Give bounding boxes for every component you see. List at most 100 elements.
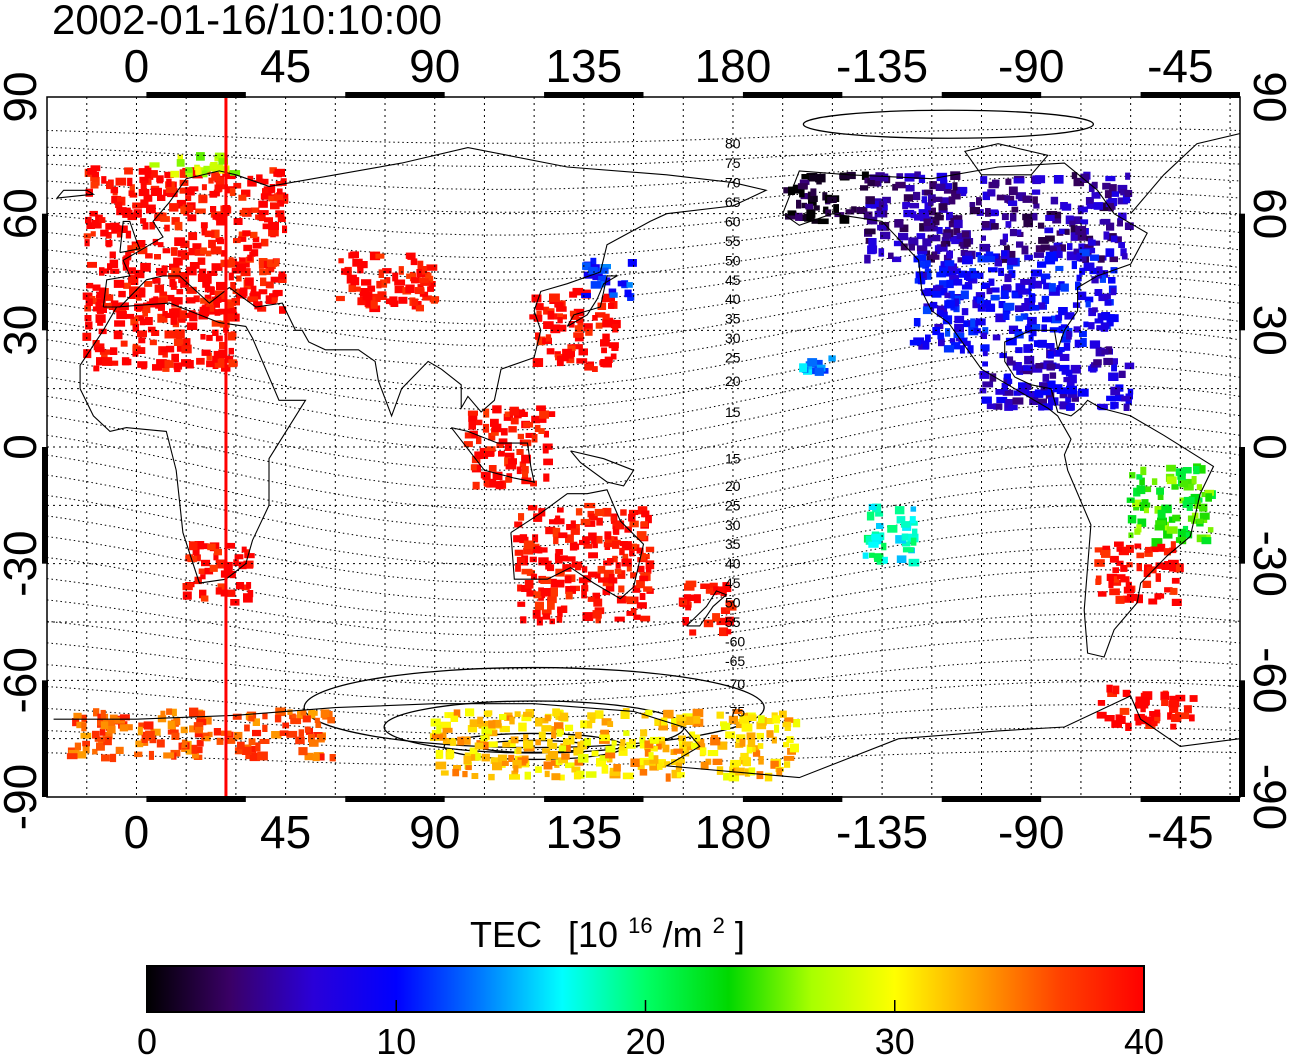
tec-point — [548, 594, 557, 604]
tec-point — [979, 243, 991, 252]
tec-point — [1009, 229, 1017, 237]
tec-point — [112, 306, 120, 313]
tec-point — [943, 345, 955, 353]
tec-point — [440, 770, 449, 776]
tec-point — [467, 725, 478, 733]
tec-point — [982, 381, 994, 388]
contour-label: 75 — [725, 155, 741, 171]
tec-point — [1125, 722, 1132, 731]
tec-point — [1120, 248, 1127, 257]
tec-point — [95, 314, 106, 323]
tec-point — [232, 288, 240, 294]
tec-point — [953, 226, 961, 235]
tec-point — [139, 319, 146, 326]
tec-point — [472, 481, 480, 490]
tec-point — [505, 477, 512, 483]
tec-point — [685, 580, 697, 588]
tec-point — [86, 222, 95, 229]
tec-point — [605, 745, 616, 753]
tec-point — [1139, 477, 1145, 485]
tec-point — [605, 583, 615, 592]
tec-point — [784, 717, 794, 723]
tec-point — [796, 199, 802, 209]
bottom-lon-label: 0 — [124, 806, 150, 858]
tec-point — [452, 768, 460, 777]
tec-point — [1093, 202, 1104, 210]
tec-point — [462, 771, 468, 778]
tec-point — [1068, 374, 1077, 384]
tec-point — [649, 755, 659, 764]
tec-point — [585, 720, 593, 729]
tec-point — [362, 291, 373, 301]
tec-point — [693, 715, 701, 724]
tec-point — [1001, 213, 1009, 221]
tec-point — [888, 252, 894, 259]
tec-point — [739, 738, 746, 747]
tec-point — [320, 709, 330, 718]
tec-point — [1045, 235, 1055, 242]
tec-point — [950, 268, 961, 274]
tec-point — [979, 387, 987, 394]
tec-point — [229, 170, 241, 176]
tec-point — [1177, 472, 1186, 480]
tec-point — [657, 762, 663, 770]
colorbar: TEC [10 16 /m 2 ] 0 10 20 30 40 — [137, 913, 1164, 1057]
tec-point — [110, 222, 120, 229]
tec-point — [1170, 541, 1176, 550]
tec-point — [1003, 374, 1011, 380]
tec-point — [1196, 518, 1203, 524]
tec-point — [192, 751, 199, 759]
top-lon-label: -90 — [998, 40, 1064, 92]
tec-point — [1116, 546, 1123, 552]
tec-point — [1043, 388, 1051, 396]
tec-point — [945, 328, 951, 337]
tec-point — [102, 731, 113, 740]
tec-point — [265, 295, 277, 304]
tec-point — [863, 211, 873, 220]
tec-point — [1108, 580, 1114, 588]
tec-point — [447, 750, 455, 759]
tec-point — [187, 556, 197, 563]
tec-point — [1127, 515, 1137, 524]
tec-point — [218, 349, 226, 359]
tec-point — [1097, 591, 1107, 597]
tec-point — [482, 472, 491, 480]
tec-point — [85, 216, 92, 224]
tec-point — [1151, 478, 1158, 485]
tec-point — [1079, 249, 1090, 257]
tec-point — [180, 726, 188, 734]
tec-point — [1084, 296, 1094, 303]
tec-point — [1113, 576, 1120, 583]
tec-point — [200, 222, 208, 229]
tec-point — [575, 508, 583, 516]
tec-point — [170, 315, 178, 325]
tec-point — [199, 589, 207, 599]
tec-point — [514, 521, 523, 528]
tec-point — [1124, 222, 1134, 230]
tec-point — [1030, 212, 1038, 221]
tec-point — [944, 183, 952, 189]
tec-point — [801, 202, 807, 209]
tec-point — [204, 736, 211, 742]
tec-point — [931, 290, 942, 298]
tec-point — [571, 766, 581, 773]
tec-point — [132, 323, 140, 332]
tec-point — [799, 363, 808, 373]
tec-point — [1110, 386, 1121, 396]
tec-point — [632, 585, 641, 593]
tec-point — [636, 602, 647, 609]
tec-point — [1015, 315, 1024, 322]
tec-point — [1142, 691, 1153, 700]
tec-point — [602, 361, 612, 368]
tec-point — [465, 708, 475, 717]
tec-point — [499, 714, 507, 720]
tec-point — [712, 758, 723, 765]
tec-point — [1137, 518, 1147, 527]
tec-point — [364, 299, 371, 307]
tec-point — [930, 234, 941, 242]
tec-point — [809, 195, 818, 202]
tec-point — [657, 736, 665, 746]
tec-point — [549, 618, 555, 625]
tec-point — [236, 275, 242, 282]
tec-point — [707, 750, 719, 757]
